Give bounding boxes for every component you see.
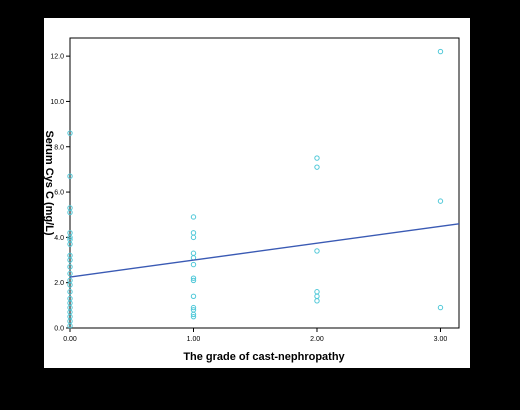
x-tick-label: 2.00 (310, 336, 324, 343)
data-point (437, 304, 444, 311)
data-point (67, 130, 73, 136)
y-tick-label: 10.0 (50, 99, 64, 106)
data-point (314, 248, 320, 254)
data-point (314, 164, 320, 170)
y-tick-label: 4.0 (54, 235, 64, 242)
data-point (190, 277, 197, 284)
data-points (67, 48, 444, 329)
y-tick-label: 0.0 (54, 326, 64, 333)
data-point (67, 282, 73, 288)
data-point (67, 209, 73, 216)
data-point (437, 48, 444, 55)
data-point (190, 293, 197, 299)
data-point (314, 298, 320, 304)
data-point (437, 198, 444, 204)
x-tick-label: 0.00 (63, 336, 77, 343)
y-tick-label: 12.0 (50, 54, 64, 61)
y-axis-title: Serum Cys C (mg/L) (43, 130, 55, 235)
regression-line-group (69, 223, 460, 278)
data-point (67, 264, 73, 270)
x-axis-title: The grade of cast-nephropathy (183, 351, 345, 363)
plot-area (69, 37, 460, 329)
y-tick-label: 6.0 (54, 190, 64, 197)
data-point (67, 257, 73, 263)
data-point (67, 323, 73, 329)
data-point (190, 261, 197, 268)
data-point (67, 173, 73, 179)
data-point (67, 270, 73, 277)
data-point (190, 275, 197, 281)
data-point (314, 155, 320, 161)
data-point (190, 311, 197, 318)
y-tick-label: 2.0 (54, 280, 64, 287)
data-point (190, 304, 197, 311)
regression-line (69, 223, 460, 278)
data-point (67, 234, 73, 241)
data-point (190, 313, 197, 320)
x-tick-label: 3.00 (434, 336, 448, 343)
x-axis: 0.00 1.00 2.00 3.00 (63, 328, 447, 343)
x-tick-label: 1.00 (187, 336, 201, 343)
data-point (190, 234, 197, 241)
data-point (190, 214, 197, 220)
y-tick-label: 8.0 (54, 144, 64, 151)
data-point (67, 289, 73, 295)
data-point (67, 241, 73, 247)
